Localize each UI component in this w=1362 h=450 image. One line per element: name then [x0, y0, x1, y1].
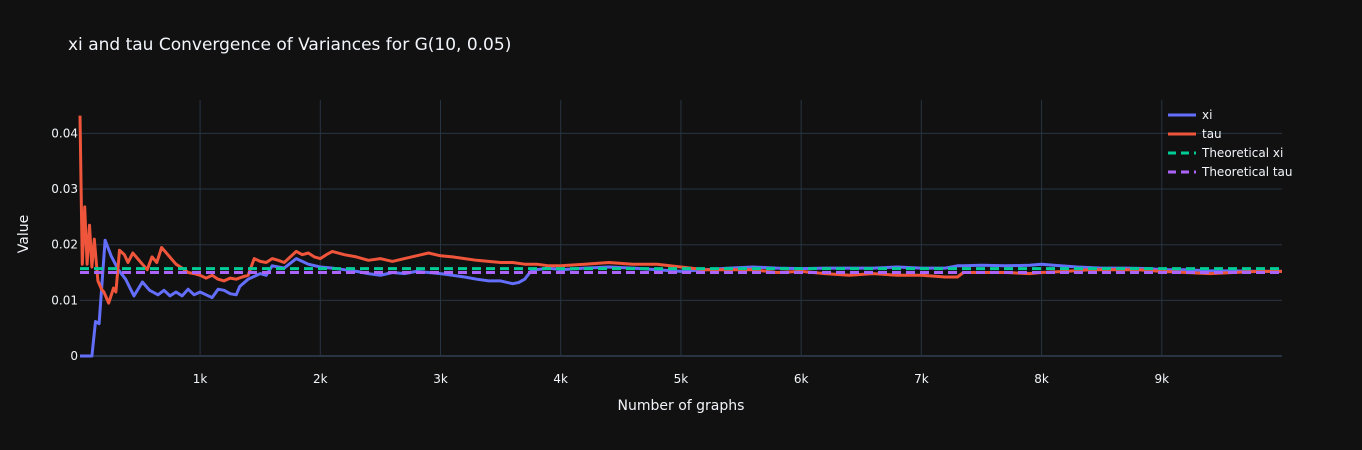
x-tick-label: 2k [313, 372, 328, 386]
y-axis-ticks: 0 0.01 0.02 0.03 0.04 [51, 126, 78, 363]
x-tick-label: 9k [1154, 372, 1169, 386]
grid-lines [80, 100, 1282, 356]
x-tick-label: 5k [674, 372, 689, 386]
legend[interactable]: xi tau Theoretical xi Theoretical tau [1168, 108, 1293, 179]
x-axis-ticks: 1k 2k 3k 4k 5k 6k 7k 8k 9k [193, 372, 1169, 386]
chart-title: xi and tau Convergence of Variances for … [68, 35, 511, 55]
legend-label: Theoretical xi [1201, 146, 1283, 160]
x-tick-label: 1k [193, 372, 208, 386]
legend-item[interactable]: Theoretical xi [1168, 146, 1283, 160]
plot-area[interactable] [78, 115, 1282, 358]
x-tick-label: 7k [914, 372, 929, 386]
y-tick-label: 0.03 [51, 182, 78, 196]
x-tick-label: 6k [794, 372, 809, 386]
y-tick-label: 0.01 [51, 293, 78, 307]
series-line-tau[interactable] [78, 115, 1282, 305]
x-tick-label: 8k [1034, 372, 1049, 386]
legend-item[interactable]: Theoretical tau [1168, 165, 1293, 179]
legend-label: Theoretical tau [1201, 165, 1293, 179]
x-tick-label: 3k [433, 372, 448, 386]
series-line-xi[interactable] [80, 238, 1282, 358]
legend-item[interactable]: tau [1168, 127, 1222, 141]
legend-label: tau [1202, 127, 1222, 141]
y-tick-label: 0.02 [51, 238, 78, 252]
y-axis-title: Value [16, 215, 32, 253]
y-tick-label: 0 [70, 349, 78, 363]
y-tick-label: 0.04 [51, 126, 78, 140]
legend-item[interactable]: xi [1168, 108, 1212, 122]
x-axis-title: Number of graphs [618, 398, 745, 414]
legend-label: xi [1202, 108, 1212, 122]
x-tick-label: 4k [553, 372, 568, 386]
